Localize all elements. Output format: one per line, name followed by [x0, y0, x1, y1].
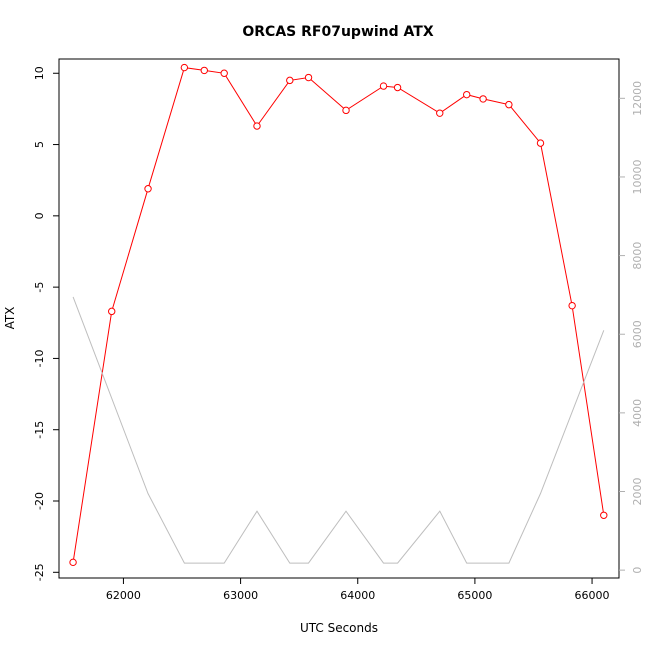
y2-tick-label-3: 6000 [631, 320, 644, 348]
series-0-point-13 [462, 90, 471, 99]
y-tick-label-1: 5 [33, 141, 46, 148]
y2-tick-label-6: 12000 [631, 81, 644, 116]
chart-title: ORCAS RF07upwind ATX [242, 24, 433, 40]
series-0-point-9 [342, 106, 350, 115]
series-0-point-17 [568, 301, 576, 310]
series-0-point-11 [393, 83, 402, 92]
y2-tick-label-5: 10000 [631, 159, 644, 194]
y2-tick-label-2: 4000 [631, 399, 644, 427]
x-axis: 62000 63000 64000 65000 66000 [106, 578, 610, 602]
y-tick-label-7: -25 [33, 563, 46, 581]
series-0-point-6 [253, 122, 261, 130]
series-line-0 [72, 67, 605, 563]
series-0-point-4 [200, 66, 208, 75]
y-tick-label-3: -5 [33, 282, 46, 293]
x-tick-label-4: 66000 [575, 589, 610, 602]
y2-tick-label-0: 0 [631, 567, 644, 574]
series-0-point-3 [180, 63, 189, 72]
series-0-point-7 [286, 76, 294, 85]
series-0-point-18 [600, 511, 608, 519]
series-0-point-15 [505, 100, 513, 109]
series-0-point-14 [479, 95, 487, 103]
y2-axis: 0 2000 4000 6000 8000 10000 12000 [619, 81, 644, 574]
y-axis-label: ATX [3, 307, 17, 330]
y-tick-label-0: 10 [33, 66, 46, 80]
y-axis: 10 5 0 -5 -10 -15 -20 -25 [33, 66, 59, 581]
x-tick-label-1: 63000 [223, 589, 258, 602]
series-0-point-0 [69, 558, 77, 567]
x-tick-label-2: 64000 [340, 589, 375, 602]
series-line-1 [72, 296, 605, 564]
y2-tick-label-4: 8000 [631, 242, 644, 270]
x-tick-label-0: 62000 [106, 589, 141, 602]
series-0-point-2 [144, 185, 152, 193]
series-0-point-12 [436, 109, 444, 117]
y-tick-label-5: -15 [33, 421, 46, 439]
plot-frame [58, 58, 620, 579]
y-tick-label-2: 0 [33, 212, 46, 219]
series-0-point-1 [108, 307, 116, 316]
series-0-point-5 [220, 69, 228, 77]
series-0-point-16 [536, 139, 545, 147]
series-0-point-8 [304, 73, 313, 82]
y2-tick-label-1: 2000 [631, 478, 644, 506]
x-axis-label: UTC Seconds [300, 621, 378, 635]
x-tick-label-3: 65000 [457, 589, 492, 602]
y-tick-label-6: -20 [33, 492, 46, 510]
series-0-point-10 [379, 82, 388, 90]
series-layer [69, 63, 608, 567]
y-tick-label-4: -10 [33, 349, 46, 367]
